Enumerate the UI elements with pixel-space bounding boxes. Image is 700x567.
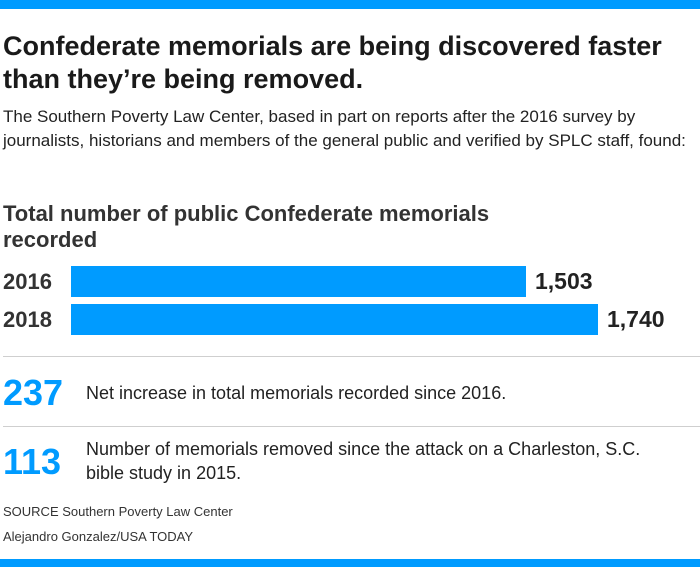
value-label-2016: 1,503 xyxy=(535,268,593,294)
category-label-2018: 2018 xyxy=(3,307,52,332)
divider-1 xyxy=(3,356,700,357)
chart-title: Total number of public Confederate memor… xyxy=(3,201,490,252)
stat-text-removed: Number of memorials removed since the at… xyxy=(86,439,641,483)
top-accent-bar xyxy=(0,0,700,9)
stat-number-removed: 113 xyxy=(3,441,62,482)
value-label-2018: 1,740 xyxy=(607,306,665,332)
credit-note: Alejandro Gonzalez/USA TODAY xyxy=(3,529,194,544)
stat-text-net-increase: Net increase in total memorials recorded… xyxy=(86,383,507,403)
intro-text: The Southern Poverty Law Center, based i… xyxy=(3,107,686,150)
bottom-accent-bar xyxy=(0,559,700,567)
source-note: SOURCE Southern Poverty Law Center xyxy=(3,504,233,519)
stat-number-net-increase: 237 xyxy=(3,372,64,413)
divider-2 xyxy=(3,426,700,427)
headline: Confederate memorials are being discover… xyxy=(3,31,662,94)
bar-2016 xyxy=(71,266,526,297)
bar-2018 xyxy=(71,304,598,335)
category-label-2016: 2016 xyxy=(3,269,52,294)
